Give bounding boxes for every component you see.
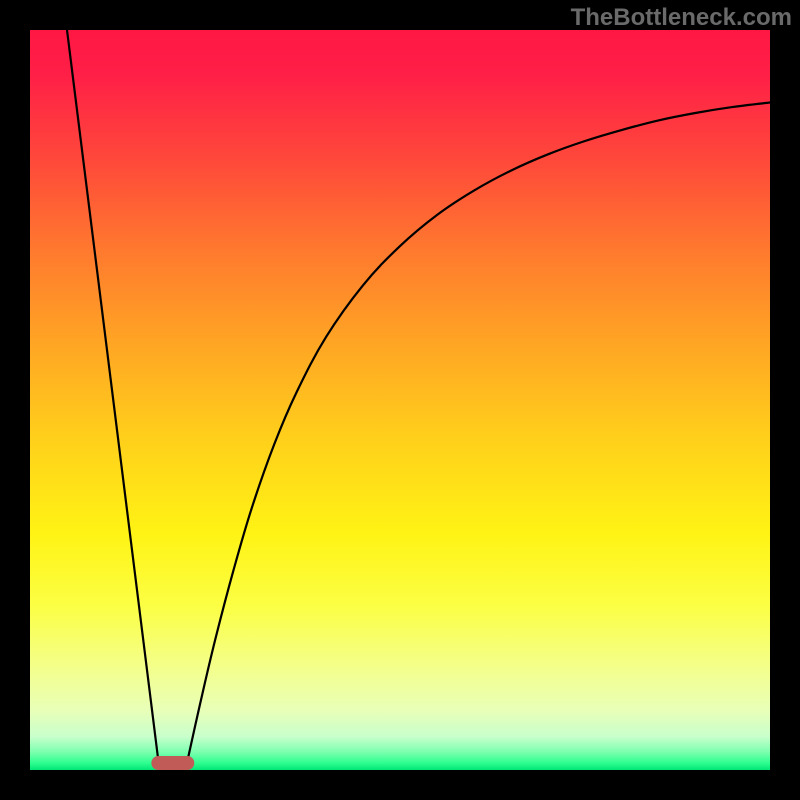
chart-svg [0,0,800,800]
watermark-text: TheBottleneck.com [571,4,792,32]
chart-container: TheBottleneck.com [0,0,800,800]
plot-background [30,30,770,770]
trough-marker [151,756,194,770]
